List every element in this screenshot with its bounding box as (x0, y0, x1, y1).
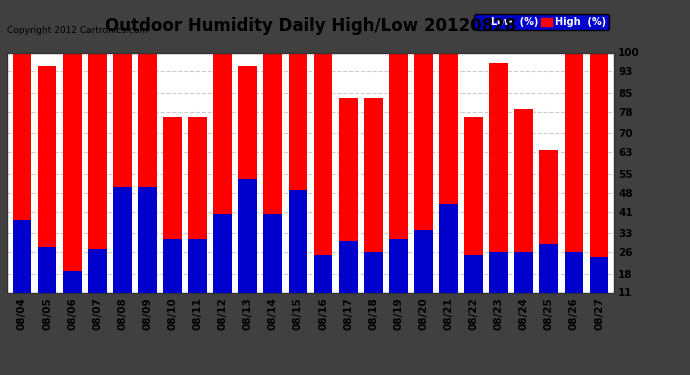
Bar (439, 53, 458, 322)
Bar (464, 255, 483, 322)
Bar (113, 53, 132, 322)
Bar (88, 53, 107, 322)
Bar (314, 255, 333, 322)
Bar (389, 238, 408, 322)
Bar (138, 188, 157, 322)
Bar (38, 247, 57, 322)
Bar (163, 238, 182, 322)
Bar (590, 258, 609, 322)
Bar (288, 53, 307, 322)
Bar (590, 53, 609, 322)
Text: Outdoor Humidity Daily High/Low 20120828: Outdoor Humidity Daily High/Low 20120828 (105, 17, 516, 35)
Bar (63, 53, 81, 322)
Bar (12, 220, 31, 322)
Bar (238, 66, 257, 322)
Bar (489, 252, 508, 322)
Bar (38, 66, 57, 322)
Bar (514, 109, 533, 322)
Bar (439, 204, 458, 322)
Bar (389, 53, 408, 322)
Bar (414, 53, 433, 322)
Text: Copyright 2012 Cartronics.com: Copyright 2012 Cartronics.com (7, 26, 148, 35)
Bar (63, 271, 81, 322)
Bar (213, 214, 232, 322)
Bar (264, 53, 282, 322)
Bar (163, 117, 182, 322)
Bar (88, 249, 107, 322)
Bar (113, 188, 132, 322)
Bar (489, 63, 508, 322)
Bar (314, 53, 333, 322)
Bar (540, 244, 558, 322)
Bar (12, 53, 31, 322)
Bar (364, 98, 383, 322)
Bar (564, 252, 583, 322)
Bar (188, 117, 207, 322)
Bar (464, 117, 483, 322)
Bar (339, 241, 357, 322)
Legend: Low  (%), High  (%): Low (%), High (%) (474, 14, 609, 30)
Bar (264, 214, 282, 322)
Bar (213, 53, 232, 322)
Bar (138, 53, 157, 322)
Bar (564, 53, 583, 322)
Bar (339, 98, 357, 322)
Bar (414, 231, 433, 322)
Bar (188, 238, 207, 322)
Bar (514, 252, 533, 322)
Bar (364, 252, 383, 322)
Bar (288, 190, 307, 322)
Bar (238, 179, 257, 322)
Bar (540, 150, 558, 322)
